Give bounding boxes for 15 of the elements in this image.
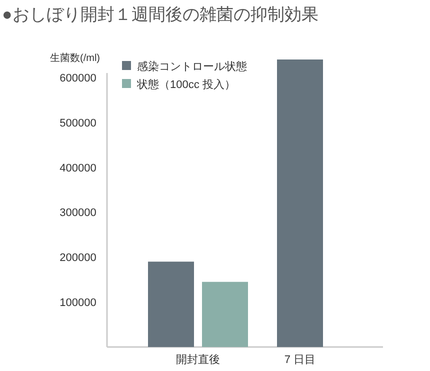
x-tick-label: 開封直後 [176,353,220,366]
y-tick-label: 200000 [60,252,96,264]
y-tick-label: 300000 [60,207,96,220]
y-axis-title: 生菌数(/ml) [50,52,100,64]
y-tick-label: 400000 [60,162,96,174]
y-tick-label: 600000 [60,72,96,84]
x-tick-label: 7 日目 [284,354,316,366]
legend-label: 感染コントロール状態 [137,60,247,73]
y-tick-label: 500000 [60,117,96,130]
y-tick-label: 100000 [60,297,96,310]
chart-title: ●おしぼり開封１週間後の雑菌の抑制効果 [2,5,318,24]
bar [148,262,194,347]
bar [277,59,323,347]
bar [202,282,248,347]
legend-label: 状態（100cc 投入） [136,78,236,91]
